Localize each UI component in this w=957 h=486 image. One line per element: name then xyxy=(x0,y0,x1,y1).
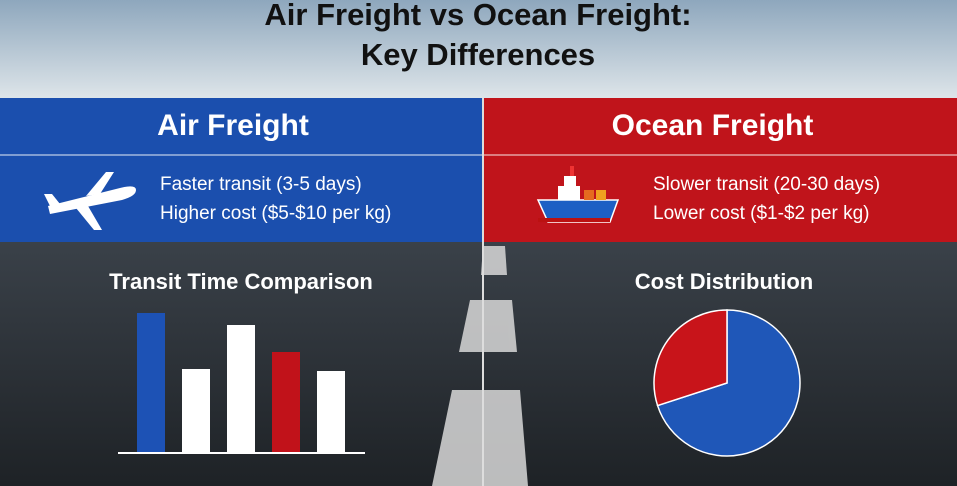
panel-point: Higher cost ($5-$10 per kg) xyxy=(160,203,391,224)
chart-title: Transit Time Comparison xyxy=(109,269,373,294)
panel-heading: Ocean Freight xyxy=(612,109,814,142)
panel-point: Slower transit (20-30 days) xyxy=(653,174,880,195)
bar xyxy=(137,313,165,453)
runway-markings xyxy=(432,246,528,486)
pie-slice xyxy=(653,309,728,407)
ship-icon xyxy=(536,166,620,223)
bar xyxy=(227,325,255,453)
chart-title: Cost Distribution xyxy=(635,269,813,294)
panel-heading: Air Freight xyxy=(157,109,309,142)
title-line: Air Freight vs Ocean Freight: xyxy=(264,0,691,32)
title-line: Key Differences xyxy=(361,37,595,72)
panel-point: Lower cost ($1-$2 per kg) xyxy=(653,203,870,224)
panel-point: Faster transit (3-5 days) xyxy=(160,174,362,195)
bar xyxy=(182,369,210,453)
plane-icon xyxy=(44,172,136,230)
bar xyxy=(317,371,345,453)
bar xyxy=(272,352,300,453)
pie-slice xyxy=(656,309,801,457)
sky-background xyxy=(0,0,957,100)
panel xyxy=(0,98,482,242)
